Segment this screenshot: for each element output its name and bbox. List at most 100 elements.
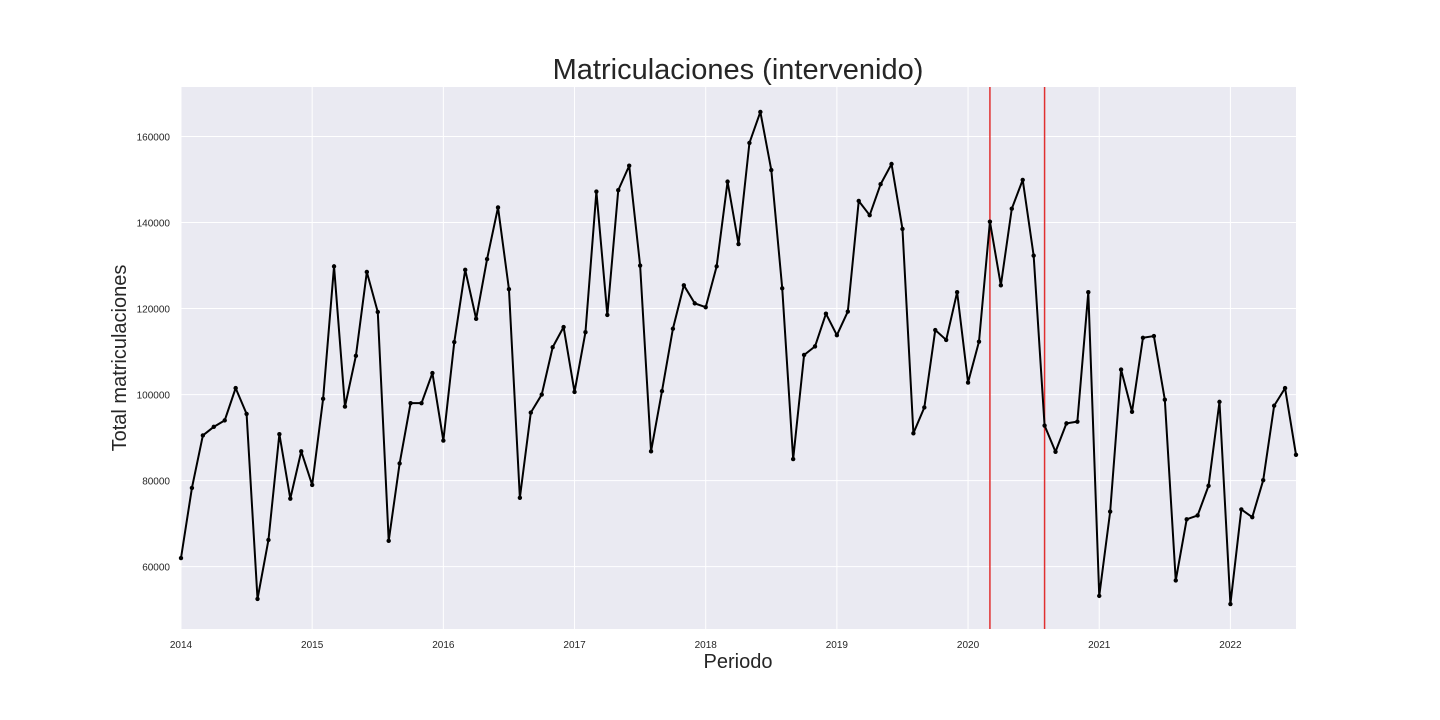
data-point xyxy=(441,438,446,443)
x-tick-label: 2019 xyxy=(826,640,849,651)
data-point xyxy=(714,264,719,269)
y-tick-label: 60000 xyxy=(142,563,170,574)
data-point xyxy=(616,188,621,193)
grid xyxy=(180,87,1296,629)
reference-lines xyxy=(989,87,1046,629)
data-point xyxy=(539,392,544,397)
data-point xyxy=(473,316,479,322)
data-point xyxy=(954,289,960,295)
data-point xyxy=(823,311,829,316)
data-point xyxy=(189,485,195,491)
y-axis-label: Total matriculaciones xyxy=(109,265,131,452)
data-point xyxy=(506,286,512,292)
data-point xyxy=(670,326,676,331)
data-point xyxy=(801,352,807,358)
data-point xyxy=(222,418,227,423)
data-point xyxy=(561,324,566,330)
data-point xyxy=(495,205,501,210)
data-point xyxy=(1151,333,1157,339)
data-point xyxy=(637,263,643,268)
data-point xyxy=(353,353,359,359)
data-point xyxy=(889,161,894,167)
data-point xyxy=(747,140,752,146)
data-point xyxy=(266,537,271,543)
x-tick-label: 2020 xyxy=(957,640,980,651)
data-point xyxy=(288,496,293,501)
series-markers xyxy=(178,109,1299,607)
data-point xyxy=(178,555,184,561)
data-point xyxy=(583,329,588,335)
data-point xyxy=(1020,177,1025,183)
data-point xyxy=(703,305,708,310)
data-point xyxy=(1206,483,1211,488)
data-point xyxy=(845,309,851,314)
data-point xyxy=(244,411,249,417)
data-point xyxy=(419,400,424,406)
chart-title: Matriculaciones (intervenido) xyxy=(553,54,924,86)
data-point xyxy=(1282,385,1288,391)
data-point xyxy=(397,461,402,466)
data-point xyxy=(233,385,238,391)
data-point xyxy=(1086,289,1091,295)
data-point xyxy=(1228,601,1233,607)
y-tick-label: 140000 xyxy=(137,219,171,230)
data-point xyxy=(1107,509,1113,514)
x-tick-label: 2017 xyxy=(563,640,586,651)
x-tick-label: 2014 xyxy=(170,640,193,651)
data-point xyxy=(463,267,468,273)
data-point xyxy=(856,198,861,204)
data-point xyxy=(594,189,599,194)
data-point xyxy=(1097,593,1102,599)
data-point xyxy=(299,449,304,454)
data-point xyxy=(528,410,534,415)
data-point xyxy=(605,312,610,318)
data-point xyxy=(386,538,391,544)
data-point xyxy=(572,389,577,395)
data-point xyxy=(430,370,435,376)
data-point xyxy=(790,456,796,462)
data-point xyxy=(1118,367,1124,372)
data-point xyxy=(1075,419,1080,424)
data-point xyxy=(812,344,818,349)
data-point xyxy=(255,596,260,602)
data-point xyxy=(200,433,206,438)
plot-area xyxy=(181,87,1296,629)
data-point xyxy=(943,337,949,343)
data-point xyxy=(1031,253,1036,258)
data-point xyxy=(987,219,993,224)
data-point xyxy=(484,256,490,262)
data-point xyxy=(998,283,1004,288)
data-point xyxy=(375,309,380,315)
data-point xyxy=(211,424,216,430)
data-point xyxy=(1009,206,1014,211)
data-point xyxy=(1239,507,1244,512)
data-point xyxy=(736,241,741,247)
data-point xyxy=(1261,477,1266,483)
data-point xyxy=(878,182,883,187)
data-point xyxy=(331,264,337,269)
data-point xyxy=(965,380,971,385)
x-tick-label: 2021 xyxy=(1088,640,1111,651)
data-point xyxy=(900,226,905,232)
data-point xyxy=(725,179,730,184)
y-tick-label: 160000 xyxy=(137,132,171,143)
data-point xyxy=(976,339,982,344)
x-axis-label: Periodo xyxy=(704,651,773,673)
data-point xyxy=(1173,578,1178,583)
data-point xyxy=(364,269,370,275)
data-point xyxy=(550,345,555,350)
data-point xyxy=(1140,335,1146,340)
data-point xyxy=(758,109,763,115)
y-tick-label: 120000 xyxy=(137,305,171,316)
data-point xyxy=(1195,513,1200,518)
data-point xyxy=(692,301,697,306)
data-point xyxy=(922,405,927,410)
x-tick-labels: 2014 2015 2016 2017 2018 2019 2020 2021 2022 xyxy=(170,640,1242,651)
data-point xyxy=(1217,399,1222,405)
data-point xyxy=(769,167,774,173)
data-point xyxy=(1053,449,1058,454)
data-point xyxy=(517,495,523,501)
data-point xyxy=(1271,403,1277,408)
data-point xyxy=(648,449,654,454)
